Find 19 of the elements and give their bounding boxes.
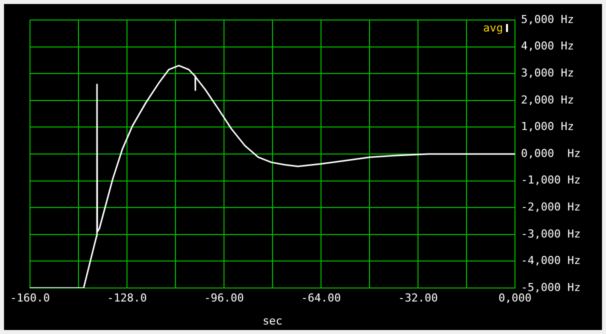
x-tick-label: 0,000 xyxy=(498,291,532,304)
x-tick-label: -96.00 xyxy=(204,291,244,304)
legend-label: avg xyxy=(483,21,504,34)
y-tick-label: 4,000 Hz xyxy=(521,40,574,53)
y-tick-label: -3,000 Hz xyxy=(521,227,581,240)
y-tick-label: -1,000 Hz xyxy=(521,174,581,187)
y-tick-label: -5,000 Hz xyxy=(521,280,581,294)
x-axis-title: sec xyxy=(262,314,282,328)
x-tick-label: -128.0 xyxy=(107,291,147,304)
y-tick-label: 3,000 Hz xyxy=(521,66,574,80)
y-tick-label: -4,000 Hz xyxy=(521,254,581,268)
y-tick-label: 2,000 Hz xyxy=(521,93,574,106)
y-tick-label: 0,000 Hz xyxy=(521,146,581,160)
x-tick-label: -64.00 xyxy=(301,291,341,304)
x-tick-label: -160.0 xyxy=(10,291,50,304)
x-tick-label: -32.00 xyxy=(398,291,438,304)
y-tick-label: -2,000 Hz xyxy=(521,200,581,214)
y-tick-label: 5,000 Hz xyxy=(521,12,574,26)
y-tick-label: 1,000 Hz xyxy=(521,120,574,134)
